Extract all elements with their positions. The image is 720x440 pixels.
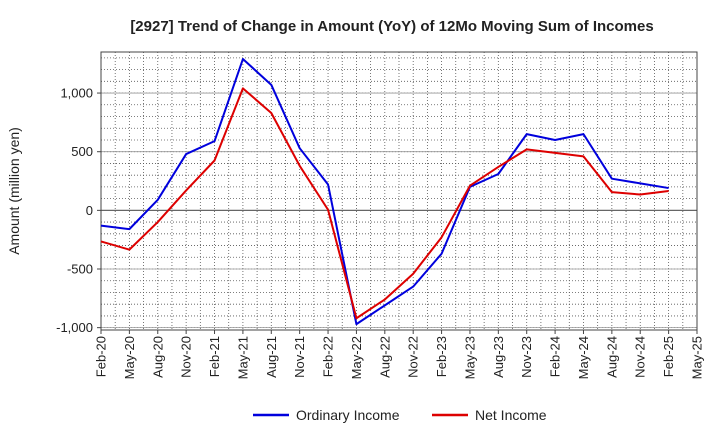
x-tick-label: Aug-22 — [377, 336, 392, 378]
x-tick-label: Feb-23 — [434, 336, 449, 377]
x-tick-label: Feb-20 — [94, 336, 109, 377]
y-tick-label: -1,000 — [56, 320, 93, 335]
x-tick-label: Nov-22 — [406, 336, 421, 378]
x-tick-label: Nov-20 — [179, 336, 194, 378]
x-tick-label: May-22 — [349, 336, 364, 379]
legend-label: Net Income — [475, 407, 547, 423]
x-tick-label: Feb-24 — [548, 336, 563, 377]
x-tick-label: Nov-24 — [633, 336, 648, 378]
x-tick-label: Nov-23 — [519, 336, 534, 378]
series-line-ordinary-income — [100, 58, 669, 326]
x-tick-label: Nov-21 — [292, 336, 307, 378]
x-tick-label: Aug-23 — [491, 336, 506, 378]
x-tick-label: May-23 — [462, 336, 477, 379]
y-tick-label: 1,000 — [60, 86, 93, 101]
x-tick-label: Feb-25 — [661, 336, 676, 377]
x-tick-label: Feb-21 — [207, 336, 222, 377]
legend-label: Ordinary Income — [296, 407, 400, 423]
x-tick-label: May-21 — [235, 336, 250, 379]
x-tick-label: Aug-20 — [150, 336, 165, 378]
legend: Ordinary Income Net Income — [253, 407, 547, 423]
series-line-net-income — [100, 87, 669, 320]
x-tick-label: Aug-21 — [264, 336, 279, 378]
x-tick-label: May-24 — [576, 336, 591, 379]
x-tick-label: May-20 — [122, 336, 137, 379]
plot-frame — [100, 51, 698, 331]
x-tick-label: Feb-22 — [321, 336, 336, 377]
plot-area: -1,000 -500 0 500 1,000 Feb-20 May-20 Aug-20 Nov… — [56, 51, 705, 379]
y-tick-label: 0 — [86, 203, 93, 218]
x-tick-label: May-25 — [690, 336, 705, 379]
y-tick-label: 500 — [71, 144, 93, 159]
x-tick-label: Aug-24 — [604, 336, 619, 378]
y-tick-label: -500 — [67, 262, 93, 277]
chart-title: [2927] Trend of Change in Amount (YoY) o… — [130, 18, 653, 35]
y-axis-label: Amount (million yen) — [6, 127, 22, 255]
